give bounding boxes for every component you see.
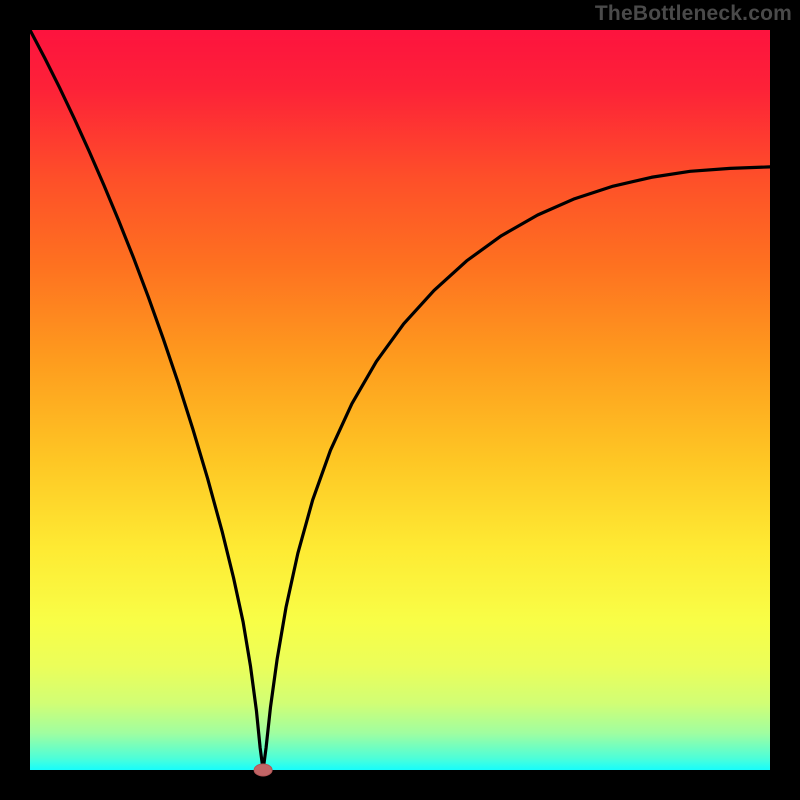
optimal-point-marker — [254, 764, 272, 776]
plot-background — [30, 30, 770, 770]
watermark-text: TheBottleneck.com — [595, 2, 792, 26]
chart-svg — [0, 0, 800, 800]
chart-container: TheBottleneck.com — [0, 0, 800, 800]
